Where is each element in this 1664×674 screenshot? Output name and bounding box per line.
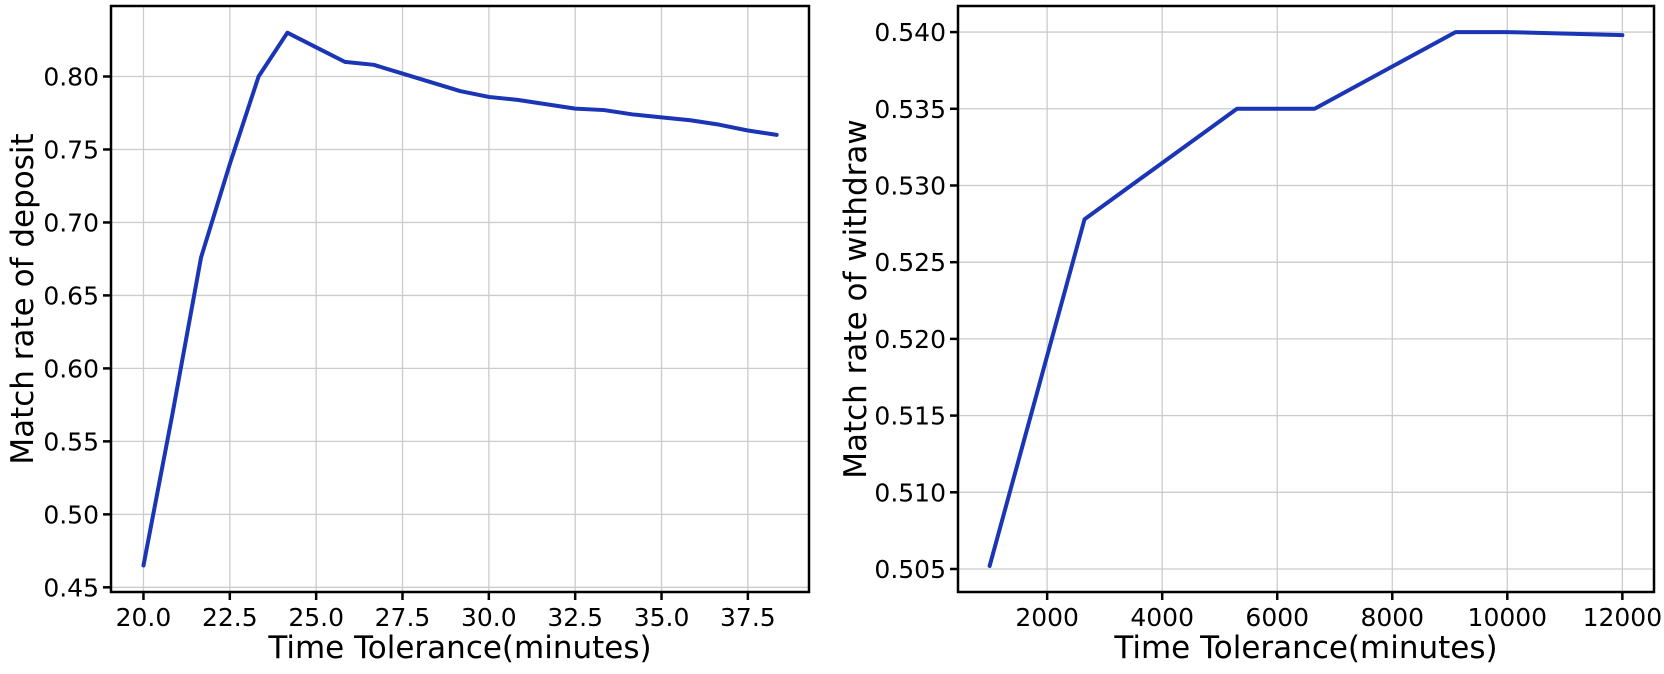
y-tick-label: 0.540 — [874, 18, 946, 47]
y-tick-label: 0.45 — [43, 573, 99, 602]
y-axis: 0.505 0.510 0.515 0.520 0.525 0.530 0.535 0.540 — [874, 18, 958, 584]
x-tick-label: 12000 — [1583, 603, 1663, 632]
y-tick-label: 0.510 — [874, 478, 946, 507]
y-tick-label: 0.80 — [43, 62, 99, 91]
y-tick-label: 0.520 — [874, 325, 946, 354]
withdraw-chart: 2000 4000 6000 8000 10000 12000 0.505 0.510 0.51… — [838, 4, 1662, 666]
x-tick-label: 25.0 — [288, 603, 344, 632]
x-tick-label: 37.5 — [720, 603, 776, 632]
y-tick-label: 0.515 — [874, 402, 946, 431]
y-tick-label: 0.60 — [43, 354, 99, 383]
x-axis-label: Time Tolerance(minutes) — [267, 630, 651, 666]
x-tick-label: 20.0 — [116, 603, 172, 632]
y-tick-label: 0.525 — [874, 248, 946, 277]
x-tick-label: 10000 — [1468, 603, 1548, 632]
x-tick-label: 6000 — [1245, 603, 1309, 632]
y-tick-label: 0.65 — [43, 281, 99, 310]
x-tick-label: 30.0 — [461, 603, 517, 632]
x-tick-label: 27.5 — [375, 603, 431, 632]
x-tick-label: 2000 — [1015, 603, 1079, 632]
x-axis-label: Time Tolerance(minutes) — [1113, 630, 1497, 666]
y-axis: 0.45 0.50 0.55 0.60 0.65 0.70 0.75 0.80 — [43, 62, 111, 602]
x-tick-label: 4000 — [1130, 603, 1194, 632]
x-tick-label: 8000 — [1360, 603, 1424, 632]
grid — [111, 6, 809, 592]
x-axis: 2000 4000 6000 8000 10000 12000 — [1015, 592, 1662, 632]
axes-spines — [956, 4, 1656, 594]
deposit-line — [141, 30, 779, 568]
y-tick-label: 0.535 — [874, 95, 946, 124]
x-tick-label: 35.0 — [634, 603, 690, 632]
y-tick-label: 0.530 — [874, 171, 946, 200]
y-axis-label: Match rate of withdraw — [838, 119, 874, 479]
y-tick-label: 0.70 — [43, 208, 99, 237]
y-tick-label: 0.55 — [43, 427, 99, 456]
x-axis: 20.0 22.5 25.0 27.5 30.0 32.5 35.0 37.5 — [116, 592, 776, 632]
y-tick-label: 0.505 — [874, 555, 946, 584]
y-tick-label: 0.50 — [43, 500, 99, 529]
y-tick-label: 0.75 — [43, 135, 99, 164]
x-tick-label: 32.5 — [547, 603, 603, 632]
y-axis-label: Match rate of deposit — [5, 133, 41, 464]
x-tick-label: 22.5 — [202, 603, 258, 632]
deposit-chart: 20.0 22.5 25.0 27.5 30.0 32.5 35.0 37.5 0.45 0.50… — [5, 4, 811, 666]
withdraw-line — [987, 30, 1625, 568]
axes-spines — [109, 4, 811, 594]
